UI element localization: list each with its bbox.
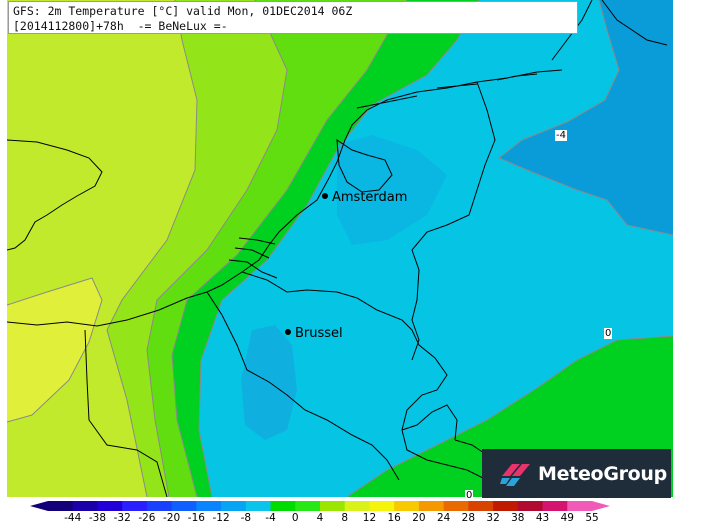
colorbar-segment [270, 501, 296, 511]
city-marker-icon [322, 193, 328, 199]
colorbar-tick-label: 32 [486, 512, 500, 524]
colorbar-segment [48, 501, 74, 511]
colorbar-segment [196, 501, 222, 511]
colorbar-segment [394, 501, 420, 511]
colorbar-tick-label: -16 [187, 512, 205, 524]
coastline-france [84, 329, 168, 497]
temperature-colorbar [30, 501, 610, 511]
colorbar-tick-label: -38 [88, 512, 107, 524]
contour-label: -4 [555, 130, 567, 141]
colorbar-tick-labels: -44 -38 -32 -26 -20 -16 -12 -8 -4 0 4 8 12 16 20 24 28 32… [0, 512, 725, 525]
map-panel[interactable] [7, 0, 673, 497]
colorbar-segment [122, 501, 148, 511]
coastline-benelux [206, 69, 563, 293]
colorbar-segment [493, 501, 519, 511]
colorbar-segment [344, 501, 370, 511]
colorbar-tick-label: 24 [436, 512, 451, 524]
city-label: Amsterdam [332, 190, 408, 205]
contour-line [7, 277, 103, 423]
meteogroup-logo-icon [500, 463, 530, 486]
temp-band-minus8-minus4 [499, 0, 673, 235]
cold-pocket-nl [337, 135, 447, 245]
colorbar-segment [468, 501, 494, 511]
colorbar-tick-label: -4 [265, 512, 276, 524]
coastline-islands [356, 73, 538, 109]
border-nl-de [411, 81, 496, 361]
coastline-uk-south [7, 291, 208, 327]
map-header: GFS: 2m Temperature [°C] valid Mon, 01DE… [8, 1, 578, 34]
colorbar-tick-label: 8 [341, 512, 349, 524]
colorbar-tick-label: 0 [291, 512, 299, 524]
colorbar-tick-label: 55 [585, 512, 599, 524]
colorbar-segment [443, 501, 469, 511]
contour-line [498, 0, 673, 236]
colorbar-tick-label: -12 [212, 512, 230, 524]
border-be-fr-west [206, 291, 400, 481]
temperature-map[interactable] [7, 0, 673, 497]
contour-lines [7, 0, 673, 497]
colorbar-tick-label: 49 [560, 512, 574, 524]
colorbar-segment [171, 501, 197, 511]
logo-text: MeteoGroup [538, 462, 667, 485]
colorbar-tick-label: -20 [163, 512, 181, 524]
temp-band-8-10 [7, 278, 102, 422]
colorbar-segment [418, 501, 445, 511]
contour-line [346, 335, 673, 497]
colorbar-tick-label: 4 [316, 512, 324, 524]
city-brussel: Brussel [285, 326, 343, 341]
coastline-uk [7, 139, 103, 251]
colorbar-segment [146, 501, 173, 511]
contour-label: 0 [465, 490, 474, 501]
colorbar-segment [542, 501, 568, 511]
city-label: Brussel [295, 326, 343, 341]
colorbar-segment [221, 501, 247, 511]
city-amsterdam: Amsterdam [322, 190, 407, 205]
colorbar-segment [517, 501, 544, 511]
colorbar-tick-label: 28 [461, 512, 476, 524]
colorbar-tick-label: 38 [511, 512, 525, 524]
colorbar-segment [369, 501, 395, 511]
colorbar-segment [295, 501, 321, 511]
contour-label: 0 [604, 328, 613, 339]
coastline-ijsselmeer [336, 139, 393, 193]
contour-line [146, 0, 288, 497]
contour-line [106, 0, 198, 497]
colorbar-tick-label: -26 [138, 512, 156, 524]
colorbar-tick-label: 12 [362, 512, 377, 524]
colorbar-tick-label: 43 [535, 512, 550, 524]
border-be-fr [241, 271, 488, 481]
border-be-lux [401, 404, 458, 441]
city-marker-icon [285, 329, 291, 335]
colorbar-segment [72, 501, 98, 511]
header-line-2: [2014112800]+78h -= BeNeLux =- [13, 19, 228, 33]
colorbar-tick-label: 20 [412, 512, 426, 524]
header-line-1: GFS: 2m Temperature [°C] valid Mon, 01DE… [13, 4, 353, 18]
colorbar-tick-label: -44 [64, 512, 82, 524]
coastlines-borders [7, 0, 668, 497]
colorbar-segment [567, 501, 593, 511]
colorbar-segment [97, 501, 123, 511]
temp-band-minus4-0 [199, 0, 673, 497]
colorbar-segment [320, 501, 346, 511]
rhine-delta [228, 237, 278, 279]
colorbar-max-arrow-icon [592, 501, 610, 511]
colorbar-min-arrow-icon [30, 501, 48, 511]
contour-line [171, 0, 408, 497]
contour-line [198, 0, 480, 497]
meteogroup-logo: MeteoGroup [482, 449, 671, 498]
colorbar-tick-label: -8 [240, 512, 252, 524]
colorbar-segment [245, 501, 272, 511]
colorbar-tick-label: 16 [387, 512, 401, 524]
colorbar-tick-label: -32 [113, 512, 131, 524]
